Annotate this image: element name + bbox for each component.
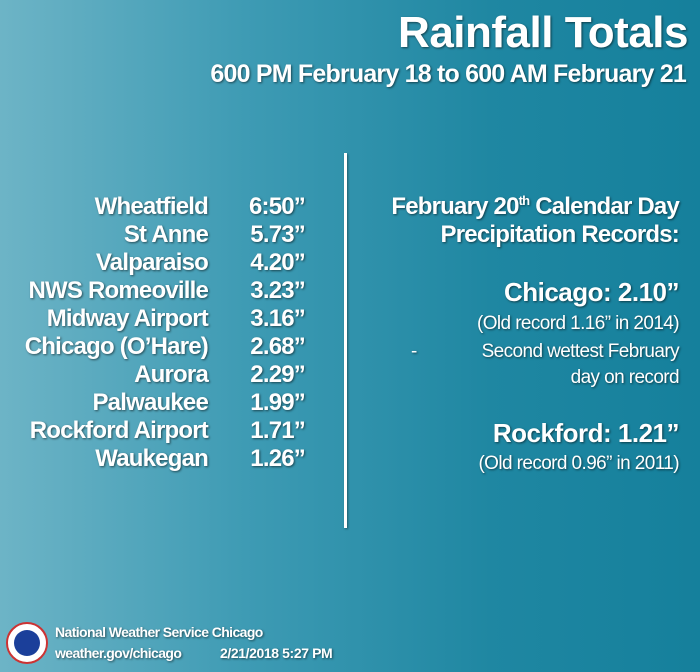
records-panel: February 20th Calendar Day Precipitation…	[339, 193, 679, 493]
chicago-record: Chicago: 2.10”	[503, 277, 680, 307]
rainfall-row: NWS Romeoville 3.23”	[0, 277, 320, 305]
bullet-dash: -	[411, 341, 417, 362]
location-name: Palwaukee	[92, 389, 208, 416]
org-name: National Weather Service Chicago	[55, 624, 263, 640]
timestamp: 2/21/2018 5:27 PM	[220, 645, 333, 661]
heading-text: February 20	[391, 193, 519, 220]
chicago-note-line1: Second wettest February	[481, 341, 680, 362]
rainfall-totals-list: Wheatfield 6:50” St Anne 5.73” Valparaiso 4.2…	[0, 193, 320, 473]
rainfall-row: Valparaiso 4.20”	[0, 249, 320, 277]
rainfall-row: St Anne 5.73”	[0, 221, 320, 249]
rainfall-row: Wheatfield 6:50”	[0, 193, 320, 221]
rockford-record: Rockford: 1.21”	[492, 418, 680, 448]
heading-sup: th	[518, 193, 530, 208]
rainfall-row: Palwaukee 1.99”	[0, 389, 320, 417]
page-subtitle: 600 PM February 18 to 600 AM February 21	[210, 60, 686, 88]
nws-logo-icon	[6, 622, 48, 664]
location-name: Midway Airport	[46, 305, 209, 332]
chicago-note-line2: day on record	[570, 367, 680, 388]
rainfall-amount: 3.23”	[250, 277, 306, 304]
rainfall-row: Chicago (O’Hare) 2.68”	[0, 333, 320, 361]
rainfall-amount: 3.16”	[250, 305, 306, 332]
rainfall-row: Midway Airport 3.16”	[0, 305, 320, 333]
location-name: Wheatfield	[94, 193, 209, 220]
rainfall-amount: 1.71”	[250, 417, 306, 444]
rainfall-amount: 2.29”	[250, 361, 306, 388]
rainfall-amount: 5.73”	[250, 221, 306, 248]
records-heading-line2: Precipitation Records:	[440, 221, 680, 248]
rainfall-row: Aurora 2.29”	[0, 361, 320, 389]
website-link[interactable]: weather.gov/chicago	[55, 645, 182, 661]
location-name: Waukegan	[95, 445, 209, 472]
rainfall-amount: 6:50”	[248, 193, 306, 220]
divider	[344, 153, 347, 528]
location-name: Valparaiso	[95, 249, 209, 276]
rainfall-row: Rockford Airport 1.71”	[0, 417, 320, 445]
rockford-old-record: (Old record 0.96” in 2011)	[478, 453, 679, 474]
records-heading-line1: February 20th Calendar Day	[391, 193, 679, 221]
chicago-old-record: (Old record 1.16” in 2014)	[477, 313, 680, 334]
heading-text: Calendar Day	[529, 193, 680, 220]
rainfall-amount: 1.26”	[250, 445, 306, 472]
location-name: NWS Romeoville	[28, 277, 209, 304]
page-title: Rainfall Totals	[398, 8, 688, 57]
rainfall-amount: 1.99”	[250, 389, 306, 416]
rainfall-amount: 2.68”	[250, 333, 306, 360]
location-name: Rockford Airport	[29, 417, 209, 444]
rainfall-row: Waukegan 1.26”	[0, 445, 320, 473]
location-name: Chicago (O’Hare)	[24, 333, 209, 360]
rainfall-amount: 4.20”	[250, 249, 306, 276]
location-name: Aurora	[134, 361, 209, 388]
location-name: St Anne	[123, 221, 209, 248]
footer: National Weather Service Chicago weather…	[0, 616, 380, 672]
